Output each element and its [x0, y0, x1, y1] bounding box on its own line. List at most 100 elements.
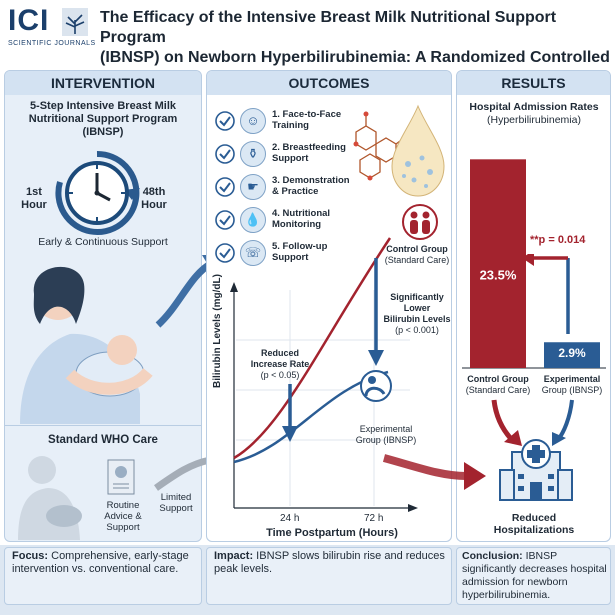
step-label-line-1: 5. Follow-up: [272, 241, 328, 252]
chart-y-label: Bilirubin Levels (mg/dL): [212, 274, 224, 388]
bilirubin-molecule-drop-icon: [353, 104, 445, 197]
step-label: 1. Face-to-Face Training: [272, 109, 352, 131]
p-value-label: **p = 0.014: [530, 234, 586, 246]
focus-box: [4, 547, 202, 605]
step-label: 5. Follow-up Support: [272, 241, 352, 263]
impact-text: Impact: IBNSP slows bilirubin rise and r…: [214, 550, 446, 576]
focus-text: Focus: Comprehensive, early-stage interv…: [12, 550, 196, 576]
experimental-group-icon: [360, 370, 392, 402]
drop-icon: 💧: [240, 207, 266, 233]
sig-line-2: Lower: [403, 303, 431, 313]
limited-line-2: Support: [159, 503, 193, 514]
support-label: Early & Continuous Support: [38, 236, 168, 248]
divider: [4, 425, 202, 426]
reduced-line-3: (p < 0.05): [260, 370, 300, 380]
results-subtitle: Hospital Admission Rates (Hyperbilirubin…: [458, 101, 610, 127]
results-experimental-label: Experimental Group (IBNSP): [534, 374, 610, 396]
clock-start-line-1: 1st: [26, 186, 42, 198]
hospital-admission-chart: 23.5% 2.9%: [462, 159, 606, 369]
results-control-label: Control Group (Standard Care): [460, 374, 536, 396]
experimental-label-line-2: Group (IBNSP): [355, 435, 417, 445]
step-label-line-1: 1. Face-to-Face: [272, 109, 342, 120]
clock-end-line-2: Hour: [141, 199, 167, 211]
results-subtitle-line-2: (Hyperbilirubinemia): [487, 114, 581, 126]
step-label-line-2: & Practice: [272, 186, 319, 197]
impact-box: [206, 547, 452, 605]
step-label-line-2: Monitoring: [272, 219, 322, 230]
step-check-icon: [215, 177, 235, 197]
reduced-rate-arrow: [282, 384, 298, 442]
step-check-icon: [215, 111, 235, 131]
program-title: 5-Step Intensive Breast Milk Nutritional…: [8, 100, 198, 139]
control-group-curve: [233, 237, 392, 460]
mother-with-baby-icon: [18, 456, 82, 540]
results-control-line-2: (Standard Care): [465, 385, 531, 395]
conclusion-box: [456, 547, 611, 605]
routine-line-3: Support: [106, 522, 140, 533]
bottle-icon: ⚱: [240, 141, 266, 167]
control-bar: [470, 159, 526, 368]
step-label-line-2: Support: [272, 153, 309, 164]
reduced-hosp-line-1: Reduced: [511, 512, 557, 524]
focus-body: Comprehensive, early-stage intervention …: [12, 550, 189, 575]
step-label-line-1: 2. Breastfeeding: [272, 142, 346, 153]
experimental-label-line-1: Experimental: [359, 424, 413, 434]
results-control-line-1: Control Group: [467, 374, 529, 384]
page-title: The Efficacy of the Intensive Breast Mil…: [100, 8, 610, 88]
routine-line-2: Advice &: [104, 511, 142, 522]
reduced-hosp-line-2: Hospitalizations: [493, 524, 575, 536]
breastfeeding-mother-icon: [20, 266, 153, 424]
step-label: 4. Nutritional Monitoring: [272, 208, 352, 230]
to-hospital-arrows: [491, 399, 574, 446]
reduced-hospitalizations-label: Reduced Hospitalizations: [460, 512, 608, 536]
journal-logo: ICI: [8, 4, 50, 37]
phone-icon: ☏: [240, 240, 266, 266]
experimental-value-label: 2.9%: [558, 346, 586, 360]
program-title-line-2: Nutritional Support Program: [28, 113, 178, 125]
step-check-icon: [215, 243, 235, 263]
step-label-line-1: 4. Nutritional: [272, 208, 331, 219]
sig-line-4: (p < 0.001): [395, 325, 439, 335]
results-experimental-line-1: Experimental: [543, 374, 601, 384]
title-line-1: The Efficacy of the Intensive Breast Mil…: [100, 9, 557, 46]
x-tick-72: 72 h: [364, 513, 384, 524]
conclusion-text: Conclusion: IBNSP significantly decrease…: [462, 550, 608, 602]
limited-support-label: Limited Support: [152, 492, 200, 514]
sig-line-1: Significantly: [390, 292, 444, 302]
results-heading: RESULTS: [457, 71, 610, 95]
focus-label: Focus:: [12, 550, 49, 562]
demonstration-icon: ☛: [240, 174, 266, 200]
outcomes-heading: OUTCOMES: [207, 71, 451, 95]
chart-x-label: Time Postpartum (Hours): [266, 527, 398, 539]
step-label-line-1: 3. Demonstration: [272, 175, 350, 186]
routine-advice-label: Routine Advice & Support: [98, 500, 148, 533]
step-check-icon: [215, 144, 235, 164]
clock-end-line-1: 48th: [142, 186, 166, 198]
step-label: 2. Breastfeeding Support: [272, 142, 352, 164]
booklet-icon: [107, 459, 135, 495]
clock-start-line-2: Hour: [21, 199, 47, 211]
significance-label: Significantly Lower Bilirubin Levels (p …: [382, 292, 452, 336]
step-check-icon: [215, 210, 235, 230]
hospital-icon: [499, 439, 573, 501]
step-label: 3. Demonstration & Practice: [272, 175, 352, 197]
control-group-icon: [402, 204, 438, 240]
comparison-arrows: [522, 254, 570, 334]
step-label-line-2: Support: [272, 252, 309, 263]
intervention-heading: INTERVENTION: [5, 71, 201, 95]
conclusion-body: IBNSP significantly decreases hospital a…: [462, 550, 607, 601]
results-experimental-line-2: Group (IBNSP): [541, 385, 603, 395]
step-label-line-2: Training: [272, 120, 309, 131]
control-value-label: 23.5%: [480, 267, 517, 282]
bilirubin-chart: [230, 204, 438, 512]
control-group-label: Control Group (Standard Care): [382, 244, 452, 266]
routine-line-1: Routine: [106, 500, 140, 511]
header: ICI SCIENTIFIC JOURNALS The Efficacy of …: [0, 0, 615, 86]
results-subtitle-line-1: Hospital Admission Rates: [469, 101, 599, 113]
x-tick-24: 24 h: [280, 513, 300, 524]
face-to-face-icon: ☺: [240, 108, 266, 134]
clock-icon: [55, 150, 140, 235]
journal-logo-subtitle: SCIENTIFIC JOURNALS: [8, 40, 96, 47]
control-label-line-1: Control Group: [386, 244, 448, 254]
impact-body: IBNSP slows bilirubin rise and reduces p…: [214, 550, 445, 575]
